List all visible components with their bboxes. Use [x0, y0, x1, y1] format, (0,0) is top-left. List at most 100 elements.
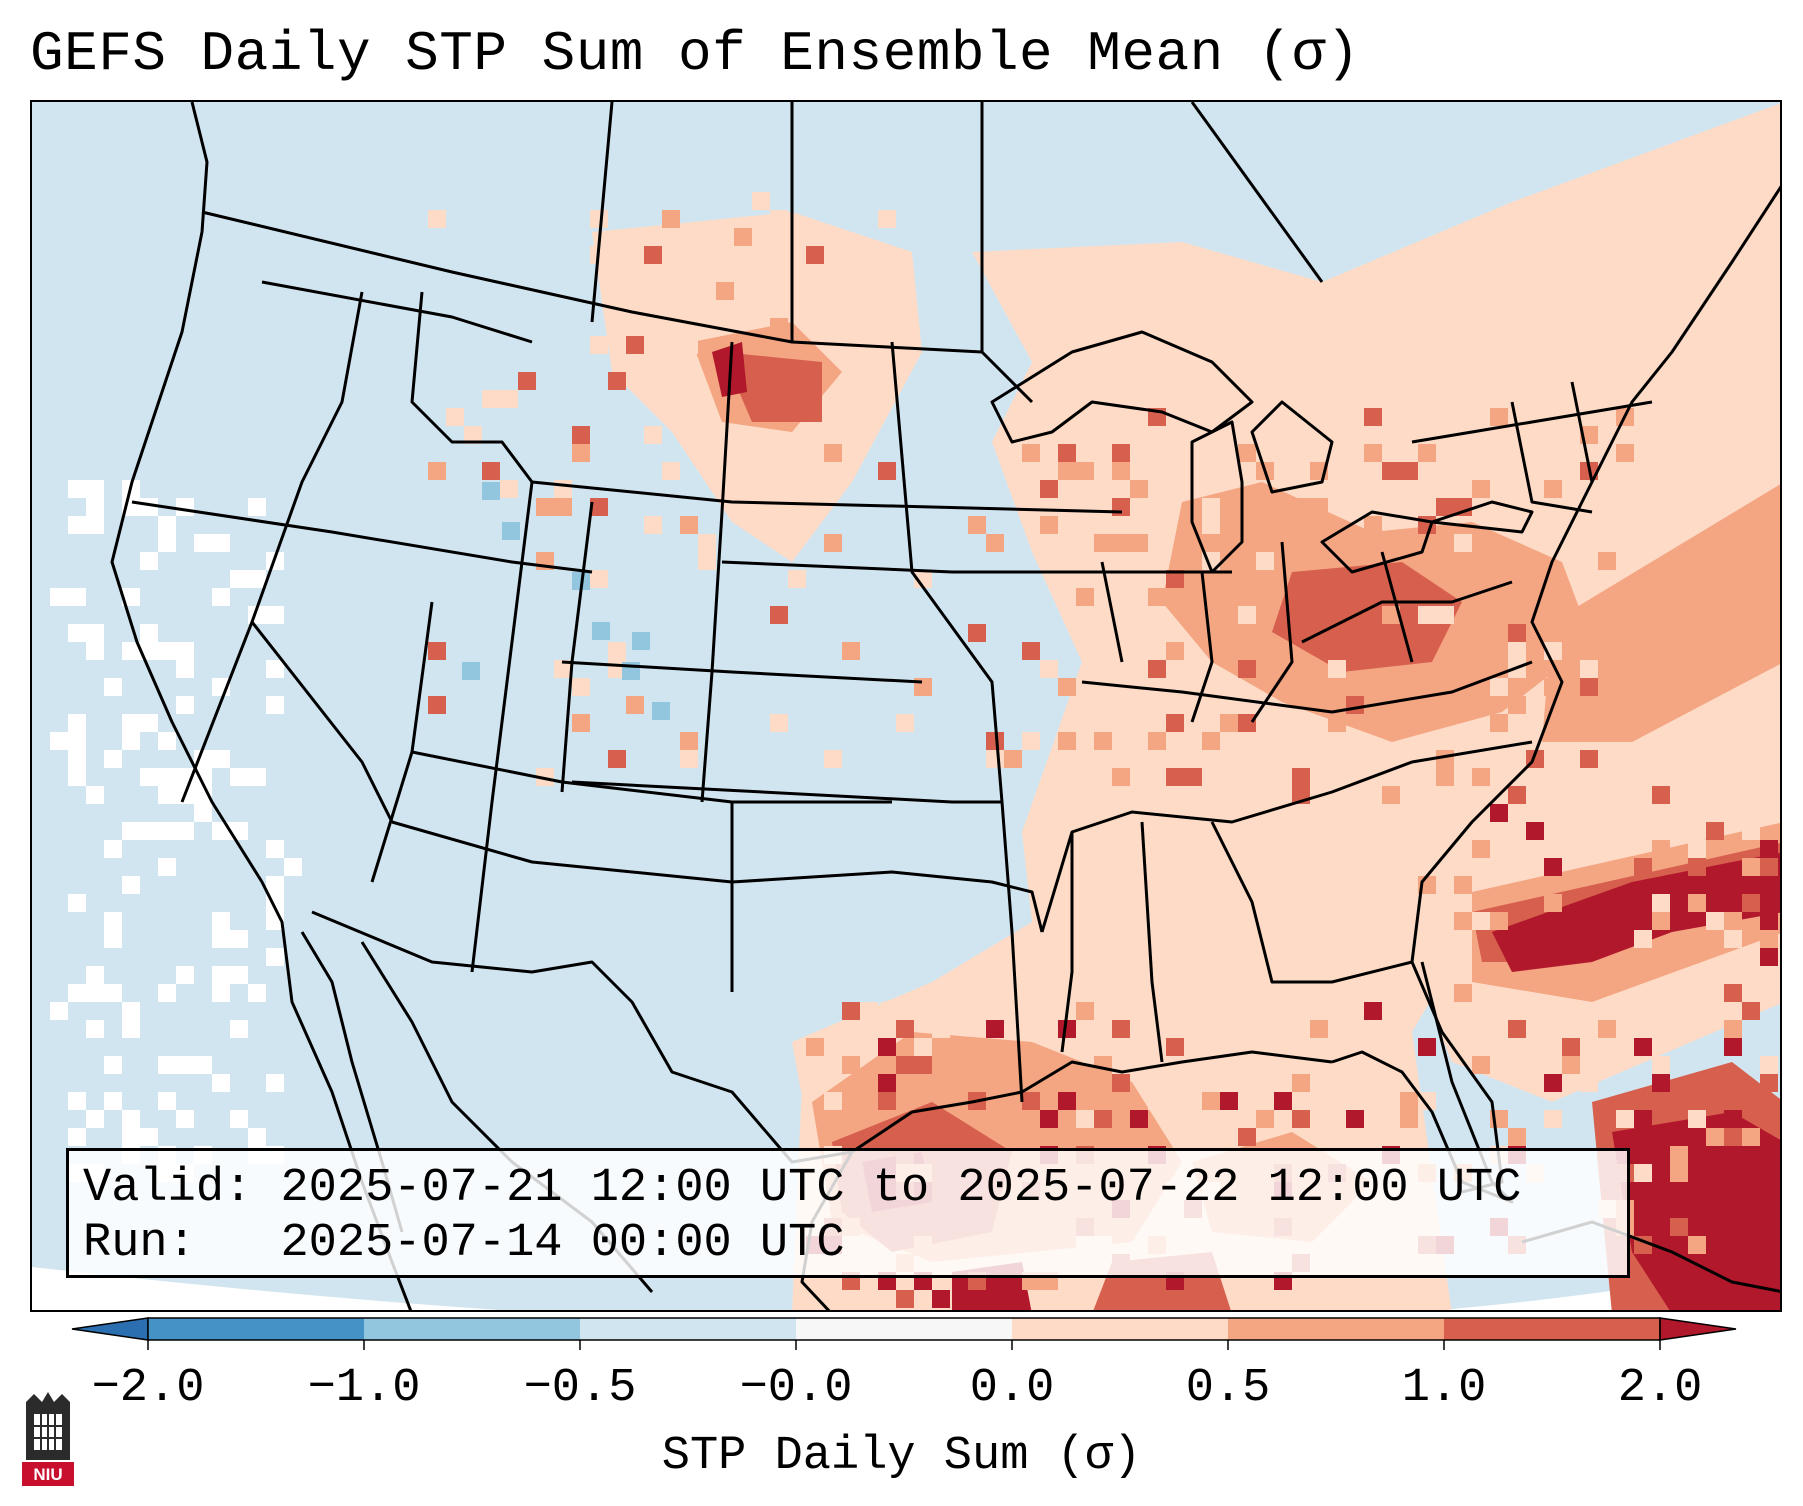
- colorbar-tick-label: 0.0: [969, 1362, 1055, 1415]
- anomaly-cell: [1040, 1110, 1058, 1128]
- valid-value: 2025-07-21 12:00 UTC to 2025-07-22 12:00…: [280, 1162, 1522, 1215]
- anomaly-cell: [1292, 1074, 1310, 1092]
- anomaly-cell: [842, 1002, 860, 1020]
- anomaly-cell: [1670, 1146, 1688, 1164]
- anomaly-cell: [1760, 1074, 1778, 1092]
- anomaly-cell: [1022, 462, 1040, 480]
- anomaly-cell: [1112, 444, 1130, 462]
- anomaly-cell: [1004, 750, 1022, 768]
- anomaly-cell: [1058, 732, 1076, 750]
- anomaly-cell: [1202, 732, 1220, 750]
- near-zero-cell: [212, 912, 230, 930]
- anomaly-cell: [1652, 894, 1670, 912]
- anomaly-cell: [1076, 444, 1094, 462]
- anomaly-cell: [1112, 1074, 1130, 1092]
- anomaly-cell: [1418, 1038, 1436, 1056]
- near-zero-cell: [212, 822, 230, 840]
- anomaly-cell: [590, 498, 608, 516]
- anomaly-cell: [1040, 660, 1058, 678]
- near-zero-cell: [248, 1128, 266, 1146]
- anomaly-cell: [1490, 408, 1508, 426]
- near-zero-cell: [68, 1128, 86, 1146]
- anomaly-cell: [1454, 1002, 1472, 1020]
- anomaly-cell: [1598, 552, 1616, 570]
- anomaly-cell: [626, 696, 644, 714]
- valid-run-info-box: Valid: 2025-07-21 12:00 UTC to 2025-07-2…: [66, 1148, 1630, 1278]
- near-zero-cell: [176, 642, 194, 660]
- anomaly-cell: [1724, 1128, 1742, 1146]
- near-zero-cell: [122, 1020, 140, 1038]
- near-zero-cell: [140, 624, 158, 642]
- anomaly-cell: [860, 1092, 878, 1110]
- anomaly-cell: [1112, 462, 1130, 480]
- near-zero-cell: [266, 948, 284, 966]
- anomaly-cell: [1202, 1092, 1220, 1110]
- anomaly-cell: [608, 750, 626, 768]
- anomaly-cell: [1364, 1002, 1382, 1020]
- anomaly-cell: [1022, 642, 1040, 660]
- anomaly-cell: [1004, 1056, 1022, 1074]
- near-zero-cell: [122, 714, 140, 732]
- near-zero-cell: [176, 966, 194, 984]
- anomaly-cell: [1166, 768, 1184, 786]
- near-zero-cell: [140, 552, 158, 570]
- anomaly-cell: [1544, 858, 1562, 876]
- near-zero-cell: [212, 1074, 230, 1092]
- anomaly-cell: [1346, 696, 1364, 714]
- anomaly-cell: [1112, 1020, 1130, 1038]
- anomaly-cell: [1058, 678, 1076, 696]
- negative-anomaly-cell: [652, 702, 670, 720]
- anomaly-cell: [1724, 912, 1742, 930]
- anomaly-cell: [1760, 858, 1778, 876]
- anomaly-cell: [608, 372, 626, 390]
- anomaly-cell: [842, 642, 860, 660]
- anomaly-cell: [1454, 462, 1472, 480]
- anomaly-cell: [464, 426, 482, 444]
- anomaly-cell: [896, 714, 914, 732]
- anomaly-cell: [1346, 1110, 1364, 1128]
- anomaly-cell: [824, 1092, 842, 1110]
- near-zero-cell: [104, 912, 122, 930]
- near-zero-cell: [266, 1074, 284, 1092]
- near-zero-cell: [158, 534, 176, 552]
- near-zero-cell: [86, 984, 104, 1002]
- anomaly-cell: [1508, 1020, 1526, 1038]
- negative-anomaly-cell: [502, 522, 520, 540]
- anomaly-cell: [1112, 534, 1130, 552]
- anomaly-cell: [1724, 984, 1742, 1002]
- near-zero-cell: [68, 768, 86, 786]
- map-canvas: [32, 102, 1780, 1310]
- anomaly-cell: [1166, 1290, 1184, 1308]
- anomaly-cell: [1742, 1128, 1760, 1146]
- anomaly-cell: [1166, 642, 1184, 660]
- near-zero-cell: [140, 1128, 158, 1146]
- anomaly-cell: [1418, 606, 1436, 624]
- near-zero-cell: [140, 714, 158, 732]
- near-zero-cell: [68, 732, 86, 750]
- anomaly-cell: [1760, 1056, 1778, 1074]
- anomaly-cell: [1148, 660, 1166, 678]
- anomaly-cell: [1490, 804, 1508, 822]
- near-zero-cell: [212, 534, 230, 552]
- near-zero-cell: [158, 516, 176, 534]
- anomaly-cell: [770, 714, 788, 732]
- anomaly-cell: [1490, 714, 1508, 732]
- anomaly-cell: [1562, 678, 1580, 696]
- anomaly-cell: [1724, 1110, 1742, 1128]
- anomaly-cell: [1508, 624, 1526, 642]
- anomaly-cell: [914, 1038, 932, 1056]
- near-zero-cell: [230, 570, 248, 588]
- anomaly-cell: [842, 1056, 860, 1074]
- near-zero-cell: [86, 1020, 104, 1038]
- near-zero-cell: [140, 822, 158, 840]
- anomaly-cell: [1292, 1110, 1310, 1128]
- anomaly-cell: [1562, 930, 1580, 948]
- anomaly-cell: [1238, 1128, 1256, 1146]
- anomaly-cell: [1760, 948, 1778, 966]
- anomaly-cell: [1436, 606, 1454, 624]
- anomaly-cell: [698, 534, 716, 552]
- anomaly-cell: [1382, 570, 1400, 588]
- colorbar-tick-label: −0.0: [739, 1362, 853, 1415]
- anomaly-cell: [1076, 1110, 1094, 1128]
- near-zero-cell: [86, 498, 104, 516]
